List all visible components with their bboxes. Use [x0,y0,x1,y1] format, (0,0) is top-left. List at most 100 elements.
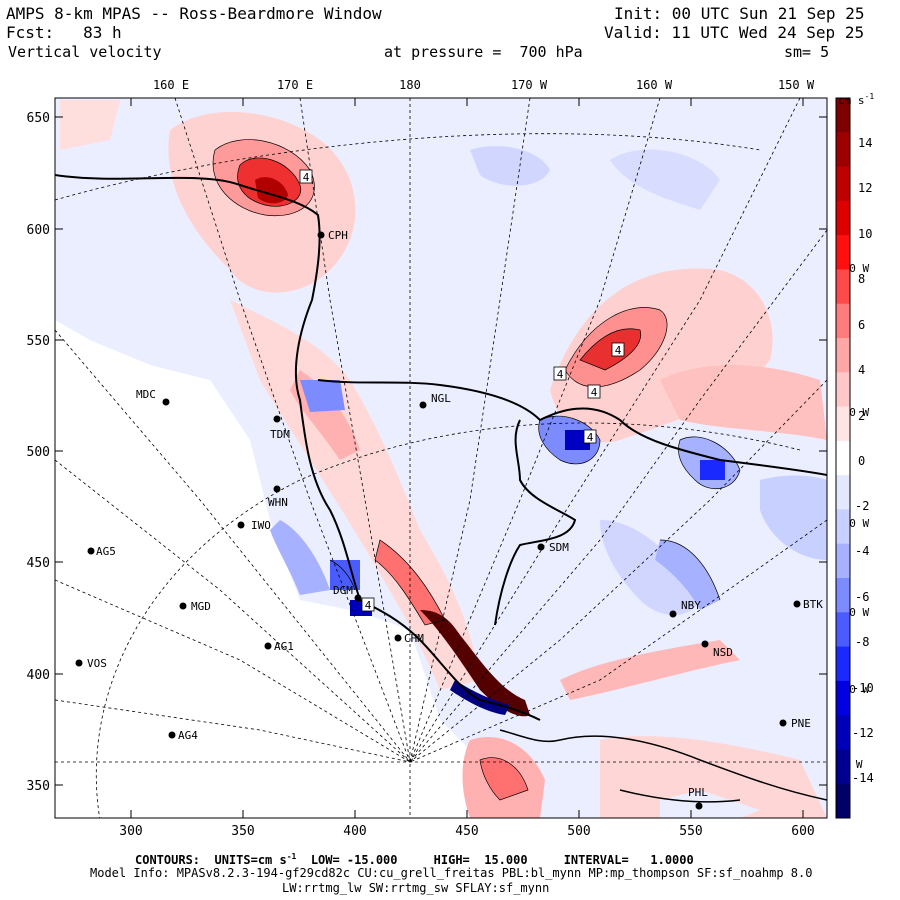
contour-label: 4 [303,171,310,184]
colorbar-tick-label: -8 [855,635,869,649]
y-tick-label: 350 [27,779,50,794]
station-label: VOS [87,657,107,670]
colorbar-tick-label: 2 [858,409,865,423]
colorbar-labels: cm s-1 14 12 10 8 6 4 2 0 -2 -4 -6 -8 -1… [838,92,874,785]
station-group: CPH NGL MDC TDM WHN IWO AG5 MGD AG1 VOS … [75,229,823,810]
colorbar-tick-label: 6 [858,318,865,332]
station-label: CHM [404,632,424,645]
station-marker [264,642,272,650]
lon-label: 160 E [153,78,189,92]
colorbar-swatch [836,578,850,613]
colorbar-swatch [836,406,850,442]
y-tick-label: 500 [27,445,50,460]
init-time: Init: 00 UTC Sun 21 Sep 25 [614,4,865,23]
colorbar-tick-label: -6 [855,590,869,604]
x-tick-label: 350 [231,824,254,839]
station-marker [75,659,83,667]
lon-label: 180 [399,78,421,92]
station-label: PNE [791,717,811,730]
contour-label: 4 [557,368,564,381]
plot-frame [54,97,828,819]
station-marker [317,231,325,239]
map-title: AMPS 8-km MPAS -- Ross-Beardmore Window [6,4,382,23]
velocity-field [55,98,827,818]
colorbar-swatch [836,646,850,682]
colorbar-swatch [836,372,850,408]
station-label: CPH [328,229,348,242]
x-tick-label: 600 [791,824,814,839]
contour-label: 4 [615,344,622,357]
colorbar-swatch [836,269,850,305]
colorbar-tick-label: -10 [852,681,874,695]
station-label: PHL [688,786,708,799]
station-label: AG5 [96,545,116,558]
coastline [55,174,827,721]
x-tick-label: 400 [343,824,366,839]
station-label: MGD [191,600,211,613]
colorbar-swatch [836,200,850,236]
colorbar-tick-label: -2 [855,499,869,513]
station-marker [162,398,170,406]
colorbar-swatch [836,98,850,133]
station-marker [237,521,245,529]
colorbar-swatch [836,132,850,168]
coastline-lower [499,729,827,803]
colorbar-swatch [836,338,850,373]
pressure-level: at pressure = 700 hPa [384,43,583,61]
lon-label: 170 W [511,78,548,92]
station-marker [87,547,95,555]
station-label: DGM [333,584,353,597]
colorbar-swatch [836,303,850,339]
colorbar-swatch [836,680,850,716]
station-label: NBY [681,599,701,612]
colorbar-swatch [836,715,850,750]
colorbar-swatch [836,475,850,510]
colorbar-tick-label: 14 [858,136,872,150]
station-label: NGL [431,392,451,405]
colorbar-swatch [836,749,850,785]
contour-label-group: 4 4 4 4 4 4 [299,169,625,612]
lon-label: 160 W [636,78,673,92]
longitude-labels-top: 160 E 170 E 180 170 W 160 W 150 W [153,78,815,92]
station-label: AG1 [274,640,294,653]
y-tick-label: 400 [27,668,50,683]
station-label: SDM [549,541,569,554]
station-marker [419,401,427,409]
x-tick-label: 300 [119,824,142,839]
station-label: BTK [803,598,823,611]
y-tick-label: 550 [27,334,50,349]
contour-label: 4 [591,386,598,399]
station-marker [695,802,703,810]
station-label: WHN [268,496,288,509]
contour-label: 4 [587,431,594,444]
station-marker [779,719,787,727]
y-tick-label: 650 [27,111,50,126]
y-tick-label: 600 [27,223,50,238]
station-marker [669,610,677,618]
colorbar-tick-label: 12 [858,181,872,195]
colorbar-swatch [836,509,850,545]
station-label: MDC [136,388,156,401]
contour-lines [212,139,741,801]
station-label: IWO [251,519,271,532]
contours-info: CONTOURS: UNITS=cm s-1 LOW= -15.000 HIGH… [135,852,694,867]
colorbar-swatch [836,440,850,476]
colorbar-tick-label: -14 [852,771,874,785]
colorbar-frame [835,97,851,819]
x-tick-labels: 300 350 400 450 500 550 600 [119,824,814,839]
colorbar-unit: cm s-1 [838,92,874,107]
station-marker [793,600,801,608]
x-axis-ticks [130,98,804,818]
colorbar-tick-label: 8 [858,272,865,286]
station-marker [273,415,281,423]
colorbar-tick-label: 4 [858,363,865,377]
station-marker [179,602,187,610]
colorbar-tick-label: 0 [858,454,865,468]
y-tick-labels: 650 600 550 500 450 400 350 [27,111,50,794]
station-label: TDM [270,428,290,441]
contour-label: 4 [365,599,372,612]
colorbar-swatch [836,543,850,579]
field-name: Vertical velocity [8,43,162,61]
x-tick-label: 550 [679,824,702,839]
